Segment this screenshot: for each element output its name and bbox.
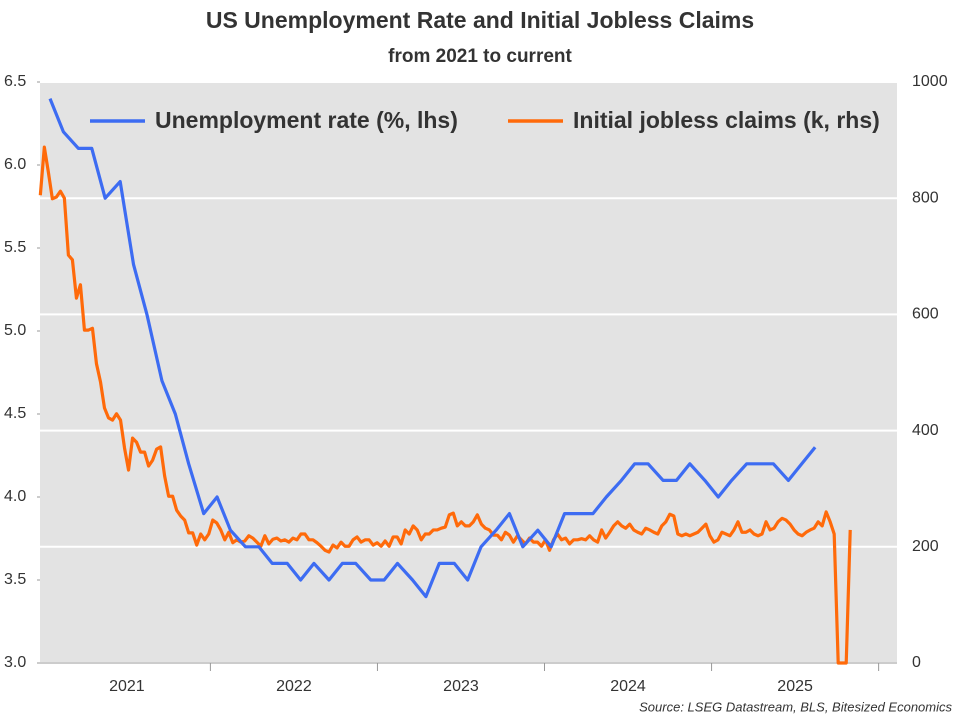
legend-label: Initial jobless claims (k, rhs) [573,107,880,133]
y-tick-label: 5.5 [4,239,26,256]
x-tick-label: 2024 [610,678,646,695]
y2-tick-label: 200 [912,538,939,555]
y-tick-label: 6.0 [4,156,26,173]
y2-tick-label: 600 [912,306,939,323]
chart-title: US Unemployment Rate and Initial Jobless… [206,7,754,33]
y2-tick-label: 0 [912,654,921,671]
series-line [38,145,852,665]
y-tick-label: 3.0 [4,654,26,671]
y2-tick-label: 800 [912,189,939,206]
y-tick-label: 6.5 [4,73,26,90]
x-tick-label: 2025 [777,678,813,695]
y-tick-label: 4.0 [4,488,26,505]
x-tick-label: 2023 [443,678,479,695]
x-tick-label: 2022 [276,678,312,695]
y-tick-label: 5.0 [4,322,26,339]
y-tick-label: 4.5 [4,405,26,422]
y2-tick-label: 1000 [912,73,948,90]
plot-background [40,82,897,663]
x-tick-label: 2021 [109,678,145,695]
chart-subtitle: from 2021 to current [388,46,572,67]
series-line [48,98,817,599]
y2-tick-label: 400 [912,422,939,439]
source-note: Source: LSEG Datastream, BLS, Bitesized … [639,699,952,714]
y-tick-label: 3.5 [4,571,26,588]
legend-label: Unemployment rate (%, lhs) [155,107,458,133]
